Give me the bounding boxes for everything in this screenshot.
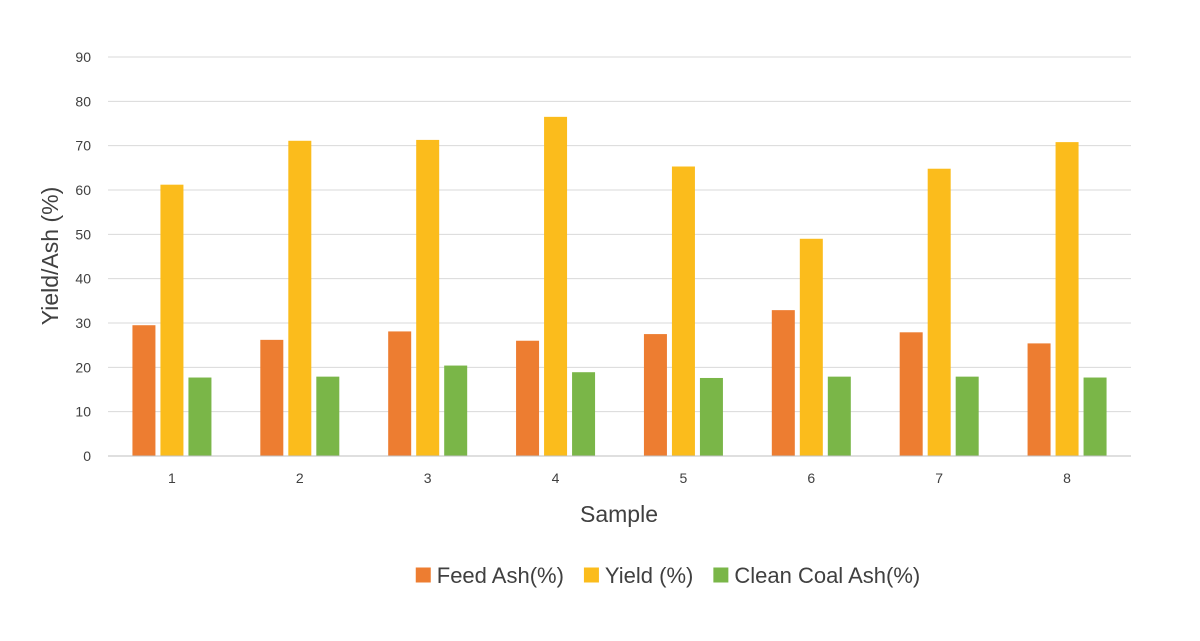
tick-labels: 0 10 20 30 40 50 60 70 80 90 1 2 3 4 5 6 7 8 [75,49,1071,486]
bar-feed-ash-sample-8 [1027,343,1051,456]
y-tick-label: 70 [75,138,91,154]
bar-yield-sample-4 [544,116,568,456]
legend-item: Clean Coal Ash(%) [713,563,920,588]
bar-clean-coal-ash-sample-8 [1083,377,1107,456]
bar-feed-ash-sample-1 [132,325,156,456]
bar-feed-ash-sample-4 [516,340,540,456]
y-tick-label: 0 [83,448,91,464]
bar-clean-coal-ash-sample-4 [572,372,596,456]
bar-yield-sample-1 [160,184,184,456]
y-tick-label: 80 [75,93,91,109]
bar-feed-ash-sample-2 [260,339,284,456]
legend-label: Clean Coal Ash(%) [734,563,920,588]
y-tick-label: 10 [75,404,91,420]
legend: Feed Ash(%) Yield (%) Clean Coal Ash(%) [415,563,920,588]
legend-swatch [713,567,729,583]
legend-label: Yield (%) [605,563,693,588]
y-tick-label: 60 [75,182,91,198]
bar-yield-sample-7 [927,168,951,456]
bar-yield-sample-5 [671,166,695,456]
x-tick-label: 4 [552,470,560,486]
x-axis-title: Sample [580,501,658,527]
x-tick-label: 8 [1063,470,1071,486]
bar-clean-coal-ash-sample-7 [955,376,979,456]
bars [132,116,1107,457]
bar-feed-ash-sample-5 [643,334,667,456]
y-tick-label: 90 [75,49,91,65]
legend-swatch [583,567,599,583]
x-tick-label: 2 [296,470,304,486]
bar-yield-sample-2 [288,140,312,457]
bar-clean-coal-ash-sample-6 [827,376,851,456]
bar-yield-sample-3 [416,139,440,457]
bar-clean-coal-ash-sample-1 [188,377,212,456]
y-tick-label: 50 [75,226,91,242]
x-tick-label: 1 [168,470,176,486]
legend-swatch [415,567,431,583]
y-axis-title: Yield/Ash (%) [37,187,63,325]
legend-item: Feed Ash(%) [415,563,564,588]
bar-clean-coal-ash-sample-5 [699,377,723,456]
bar-feed-ash-sample-3 [388,331,412,456]
bar-yield-sample-8 [1055,142,1079,456]
bar-clean-coal-ash-sample-2 [316,376,340,456]
x-tick-label: 5 [680,470,688,486]
x-tick-label: 3 [424,470,432,486]
y-tick-label: 40 [75,271,91,287]
bar-feed-ash-sample-6 [771,310,795,456]
y-tick-label: 30 [75,315,91,331]
bar-yield-sample-6 [799,238,823,456]
bar-feed-ash-sample-7 [899,332,923,456]
x-tick-label: 6 [807,470,815,486]
x-tick-label: 7 [935,470,943,486]
legend-label: Feed Ash(%) [437,563,564,588]
bar-clean-coal-ash-sample-3 [444,365,468,456]
y-tick-label: 20 [75,359,91,375]
legend-item: Yield (%) [583,563,693,588]
